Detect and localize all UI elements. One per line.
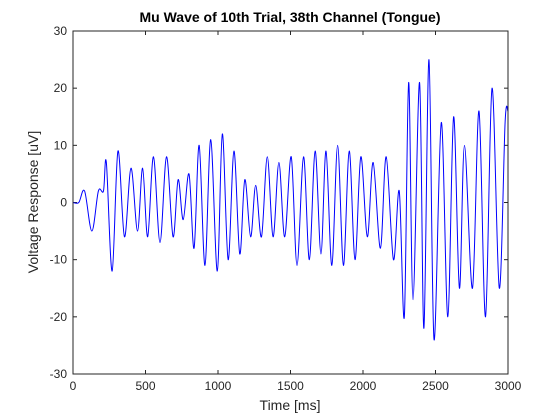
y-tick-label: -20 <box>50 310 68 324</box>
x-tick-label: 1500 <box>277 379 304 393</box>
axes-box <box>72 30 509 375</box>
plot-area <box>73 31 508 374</box>
x-tick-label: 3000 <box>495 379 522 393</box>
x-tick-label: 2000 <box>350 379 377 393</box>
y-tick-label: 30 <box>54 24 68 38</box>
chart-title: Mu Wave of 10th Trial, 38th Channel (Ton… <box>139 9 440 25</box>
y-tick-label: -30 <box>50 367 68 381</box>
y-axis-label: Voltage Response [uV] <box>25 131 41 273</box>
y-tick-label: 20 <box>54 81 68 95</box>
y-tick-label: 0 <box>60 196 67 210</box>
y-tick-label: 10 <box>54 138 68 152</box>
x-axis-label: Time [ms] <box>260 397 321 413</box>
x-tick-label: 0 <box>70 379 77 393</box>
x-tick-label: 1000 <box>205 379 232 393</box>
axis-ticks: 0 500 1000 1500 2000 2500 3000 -30 -20 -10 0 10 20 30 <box>50 24 522 393</box>
x-tick-label: 2500 <box>422 379 449 393</box>
series-line <box>72 59 509 341</box>
x-tick-label: 500 <box>135 379 155 393</box>
y-tick-label: -10 <box>50 253 68 267</box>
